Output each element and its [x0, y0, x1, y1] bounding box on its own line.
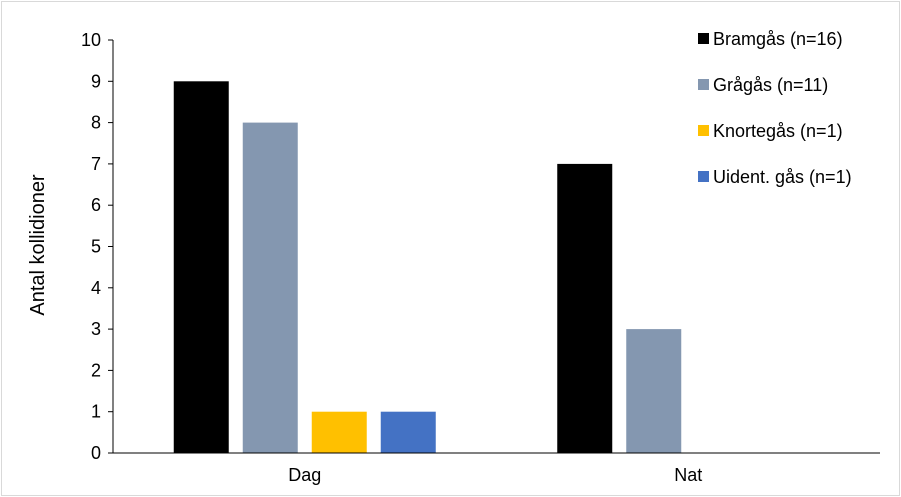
legend-swatch	[698, 33, 709, 44]
y-tick-label: 1	[91, 402, 101, 422]
bar-dag-series-3	[380, 411, 436, 453]
legend-label: Uident. gås (n=1)	[713, 167, 852, 187]
y-tick-label: 0	[91, 443, 101, 463]
y-tick-label: 5	[91, 237, 101, 257]
legend-label: Bramgås (n=16)	[713, 29, 843, 49]
x-tick-label: Nat	[674, 465, 702, 485]
y-tick-label: 8	[91, 113, 101, 133]
legend-swatch	[698, 79, 709, 90]
y-tick-label: 6	[91, 195, 101, 215]
bar-nat-series-1	[626, 329, 682, 453]
legend-label: Knortegås (n=1)	[713, 121, 843, 141]
y-axis-title: Antal kollidioner	[27, 174, 49, 316]
legend-label: Grågås (n=11)	[713, 75, 828, 95]
y-axis-ticks: 0 1 2 3 4 5 6 7 8 9 10	[81, 30, 113, 463]
x-axis-labels: Dag Nat	[288, 465, 702, 485]
y-tick-label: 3	[91, 319, 101, 339]
bars	[173, 81, 682, 454]
y-tick-label: 9	[91, 71, 101, 91]
bar-nat-series-0	[557, 163, 613, 453]
bar-dag-series-0	[173, 81, 229, 454]
bar-dag-series-1	[242, 122, 298, 453]
bar-dag-series-2	[311, 411, 367, 453]
legend: Bramgås (n=16) Grågås (n=11) Knortegås (n=…	[698, 29, 852, 187]
legend-swatch	[698, 171, 709, 182]
y-tick-label: 4	[91, 278, 101, 298]
y-tick-label: 7	[91, 154, 101, 174]
legend-swatch	[698, 125, 709, 136]
x-tick-label: Dag	[288, 465, 321, 485]
y-tick-label: 10	[81, 30, 101, 50]
y-tick-label: 2	[91, 360, 101, 380]
